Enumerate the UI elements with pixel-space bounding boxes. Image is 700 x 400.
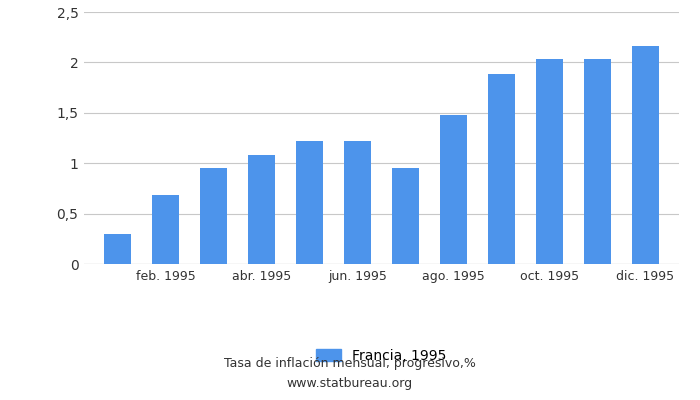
Text: www.statbureau.org: www.statbureau.org [287,378,413,390]
Bar [104,234,131,264]
Bar [153,196,178,264]
Bar [200,168,227,264]
Bar [248,155,274,264]
Text: Tasa de inflación mensual, progresivo,%: Tasa de inflación mensual, progresivo,% [224,358,476,370]
Bar [536,59,563,264]
Bar [584,59,610,264]
Bar [296,141,323,264]
Bar [440,115,467,264]
Bar [392,168,419,264]
Bar [632,46,659,264]
Legend: Francia, 1995: Francia, 1995 [316,349,447,363]
Bar [489,74,514,264]
Bar [344,141,371,264]
